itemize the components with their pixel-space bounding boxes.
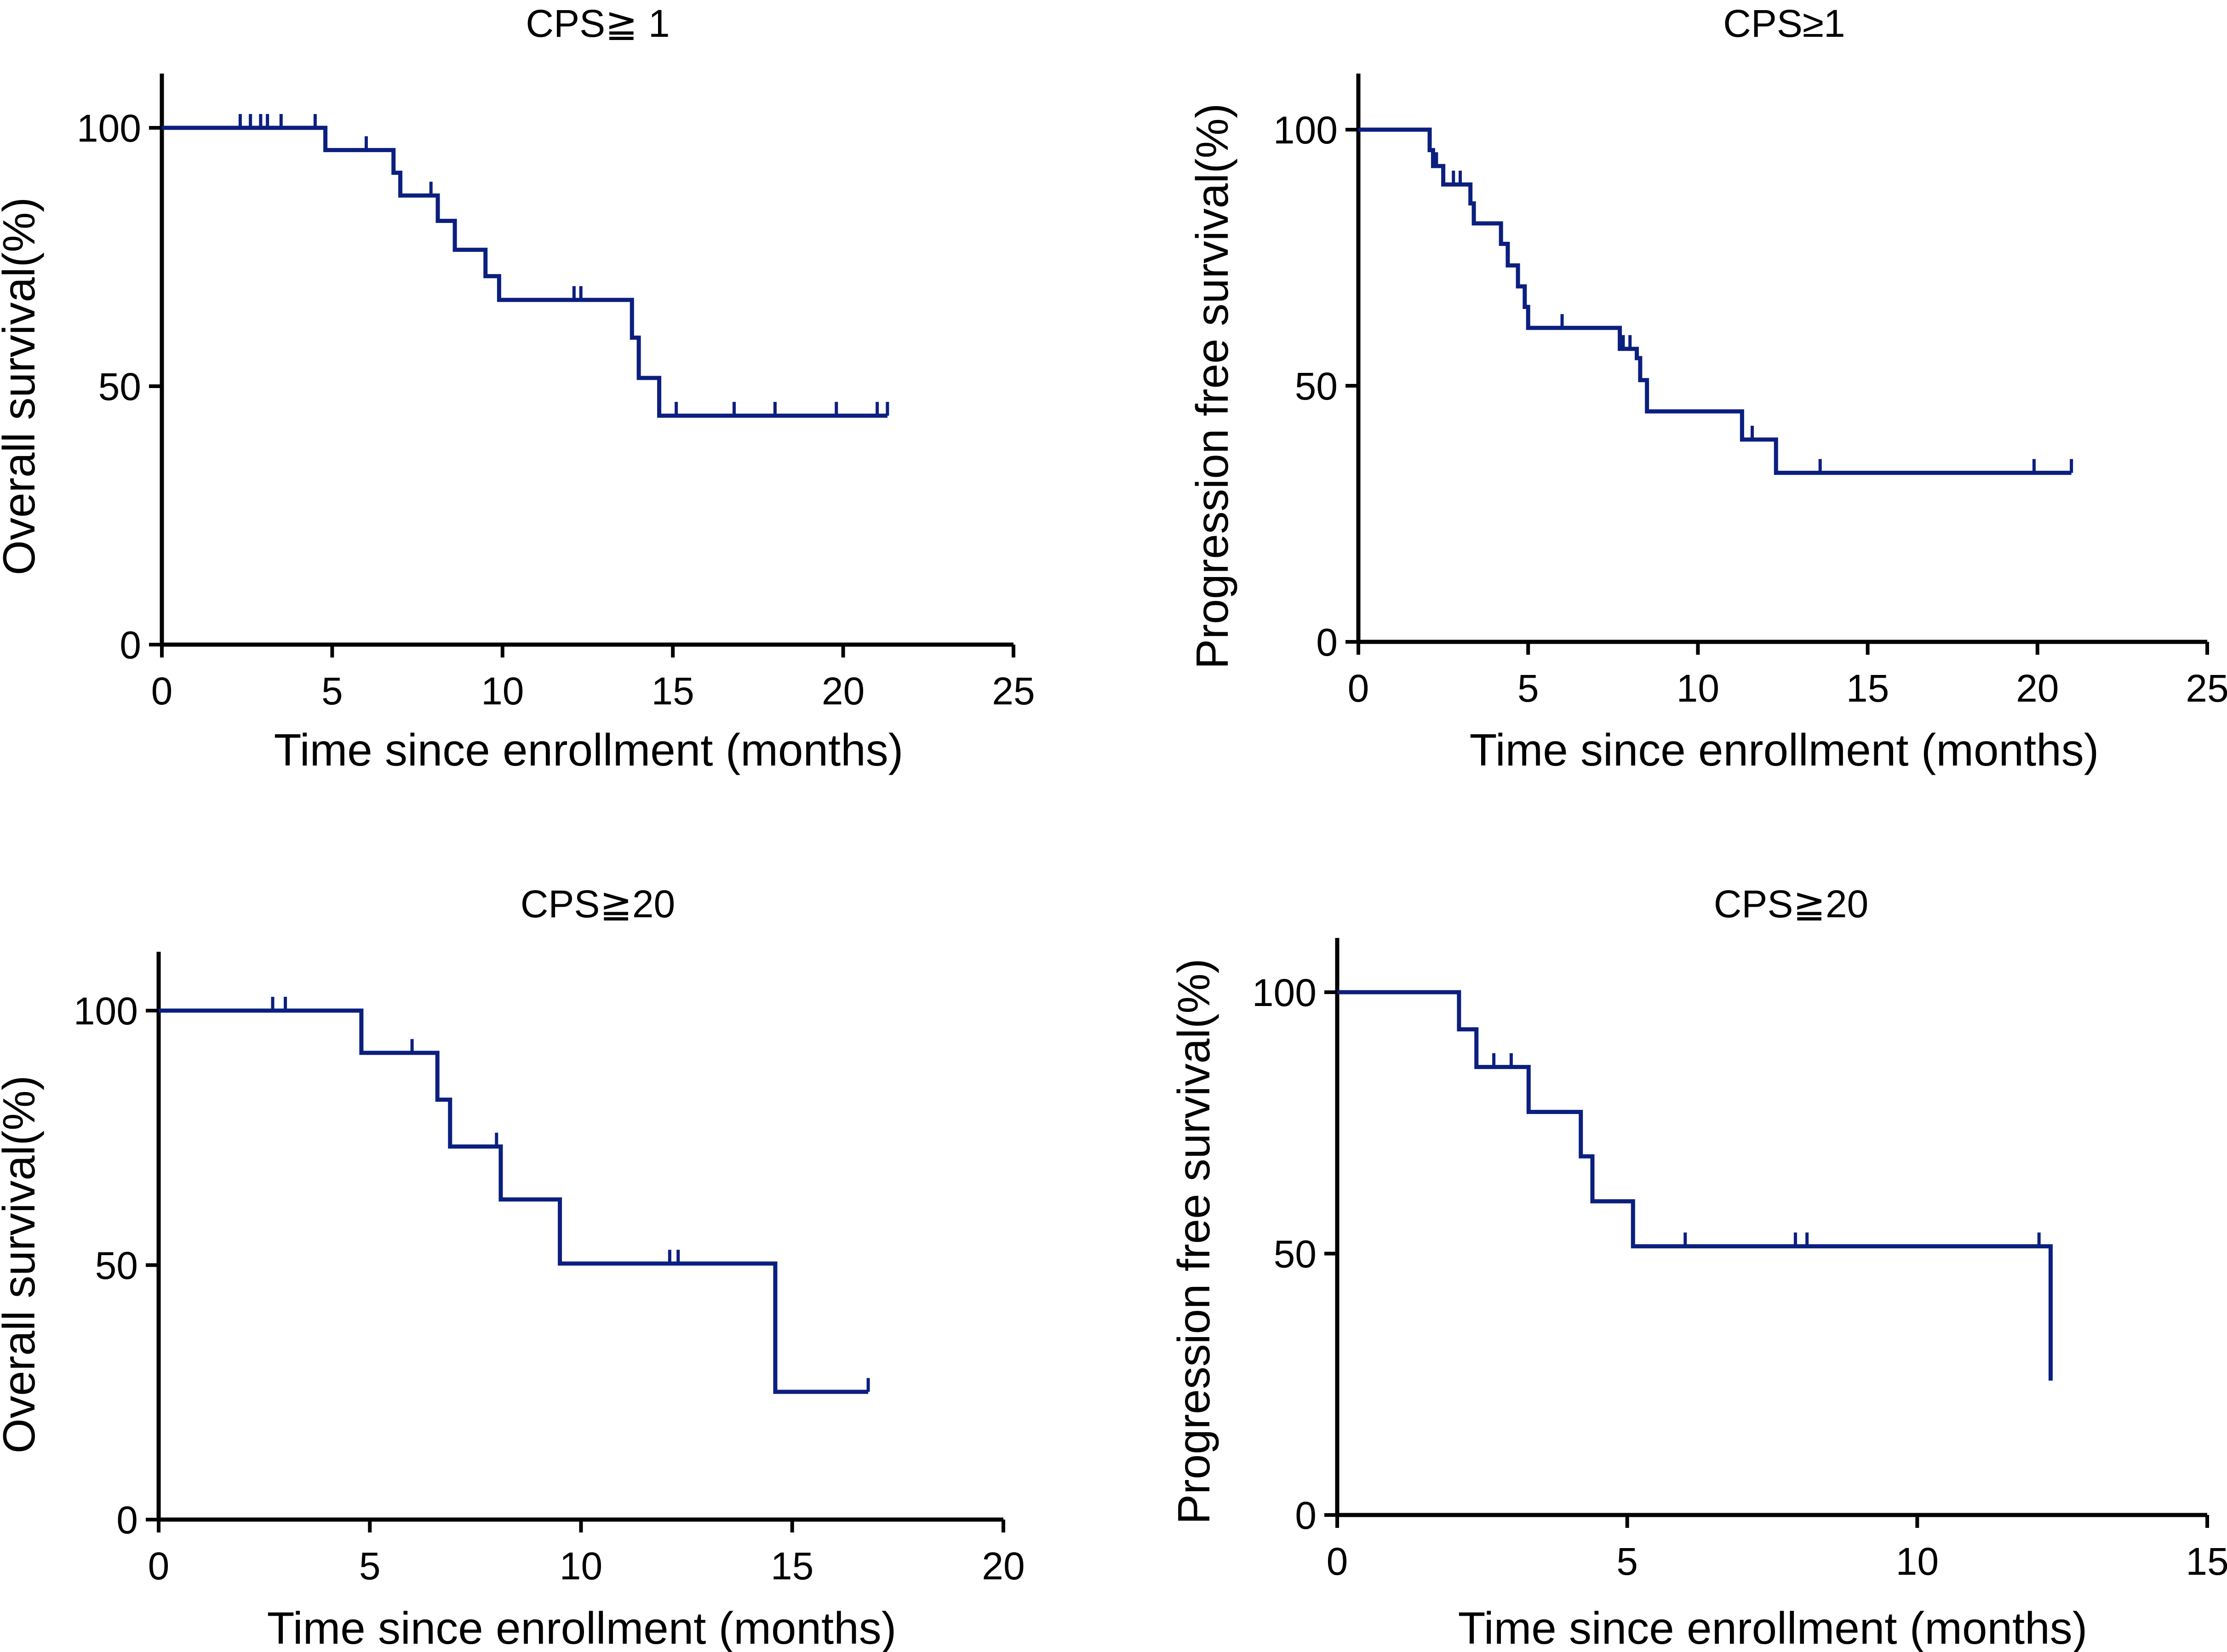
x-tick-label: 15	[2186, 1540, 2227, 1583]
y-tick-label: 0	[120, 623, 141, 667]
x-axis-label: Time since enrollment (months)	[274, 725, 904, 775]
x-tick-label: 0	[151, 669, 173, 713]
x-tick-label: 25	[992, 669, 1035, 713]
x-tick-label: 0	[148, 1544, 170, 1588]
x-axis-label: Time since enrollment (months)	[267, 1603, 897, 1652]
x-tick-label: 0	[1327, 1540, 1348, 1583]
os-cps20-panel: 0 5 10 15 20 0 50 100 CPS≧20 Time since enrollmen…	[0, 882, 1025, 1652]
panel-title: CPS≧20	[1714, 882, 1869, 926]
x-tick-label: 15	[1846, 667, 1889, 710]
y-tick-label: 50	[1274, 1233, 1317, 1276]
y-axis-label: Overall survival(%)	[0, 197, 44, 575]
os-cps1-panel: 0 5 10 15 20 25 0 50 100 CPS≧ 1 Time since enrollm…	[0, 2, 1035, 775]
x-tick-label: 20	[982, 1544, 1025, 1588]
y-axis-label: Progression free survival(%)	[1168, 959, 1219, 1525]
y-tick-label: 100	[74, 989, 138, 1033]
x-tick-label: 10	[1677, 667, 1719, 710]
y-tick-label: 100	[1273, 109, 1338, 152]
y-tick-label: 50	[95, 1244, 138, 1287]
x-tick-label: 5	[359, 1544, 381, 1588]
km-curve	[1337, 990, 2053, 1381]
x-tick-label: 10	[1896, 1540, 1939, 1583]
x-tick-label: 10	[481, 669, 524, 713]
x-tick-label: 15	[651, 669, 694, 713]
y-tick-label: 100	[1252, 971, 1317, 1014]
km-curve	[159, 1008, 869, 1394]
x-tick-label: 5	[321, 669, 343, 713]
km-curve	[162, 126, 887, 418]
panel-title: CPS≧20	[521, 882, 676, 926]
y-tick-label: 0	[116, 1498, 138, 1542]
x-tick-label: 20	[822, 669, 864, 713]
y-tick-label: 100	[77, 107, 141, 150]
y-tick-label: 0	[1295, 1494, 1317, 1537]
x-tick-label: 15	[771, 1544, 813, 1588]
y-tick-label: 50	[98, 365, 141, 408]
km-curve	[1358, 127, 2072, 475]
x-axis-label: Time since enrollment (months)	[1458, 1603, 2088, 1652]
x-tick-label: 5	[1616, 1540, 1638, 1583]
panel-title: CPS≥1	[1723, 2, 1845, 45]
x-tick-label: 10	[560, 1544, 602, 1588]
x-tick-label: 0	[1348, 667, 1369, 710]
x-tick-label: 20	[2016, 667, 2059, 710]
panel-title: CPS≧ 1	[526, 2, 670, 45]
pfs-cps20-panel: 0 5 10 15 0 50 100 CPS≧20 Time since enrollment …	[1168, 882, 2227, 1652]
x-tick-label: 5	[1517, 667, 1539, 710]
y-axis-label: Overall survival(%)	[0, 1075, 44, 1453]
x-tick-label: 25	[2186, 667, 2227, 710]
x-axis-label: Time since enrollment (months)	[1470, 725, 2099, 775]
pfs-cps1-panel: 0 5 10 15 20 25 0 50 100 CPS≥1 Time since enrollme…	[1187, 2, 2227, 775]
y-tick-label: 50	[1295, 365, 1338, 408]
y-axis-label: Progression free survival(%)	[1187, 103, 1237, 669]
y-tick-label: 0	[1316, 621, 1338, 664]
